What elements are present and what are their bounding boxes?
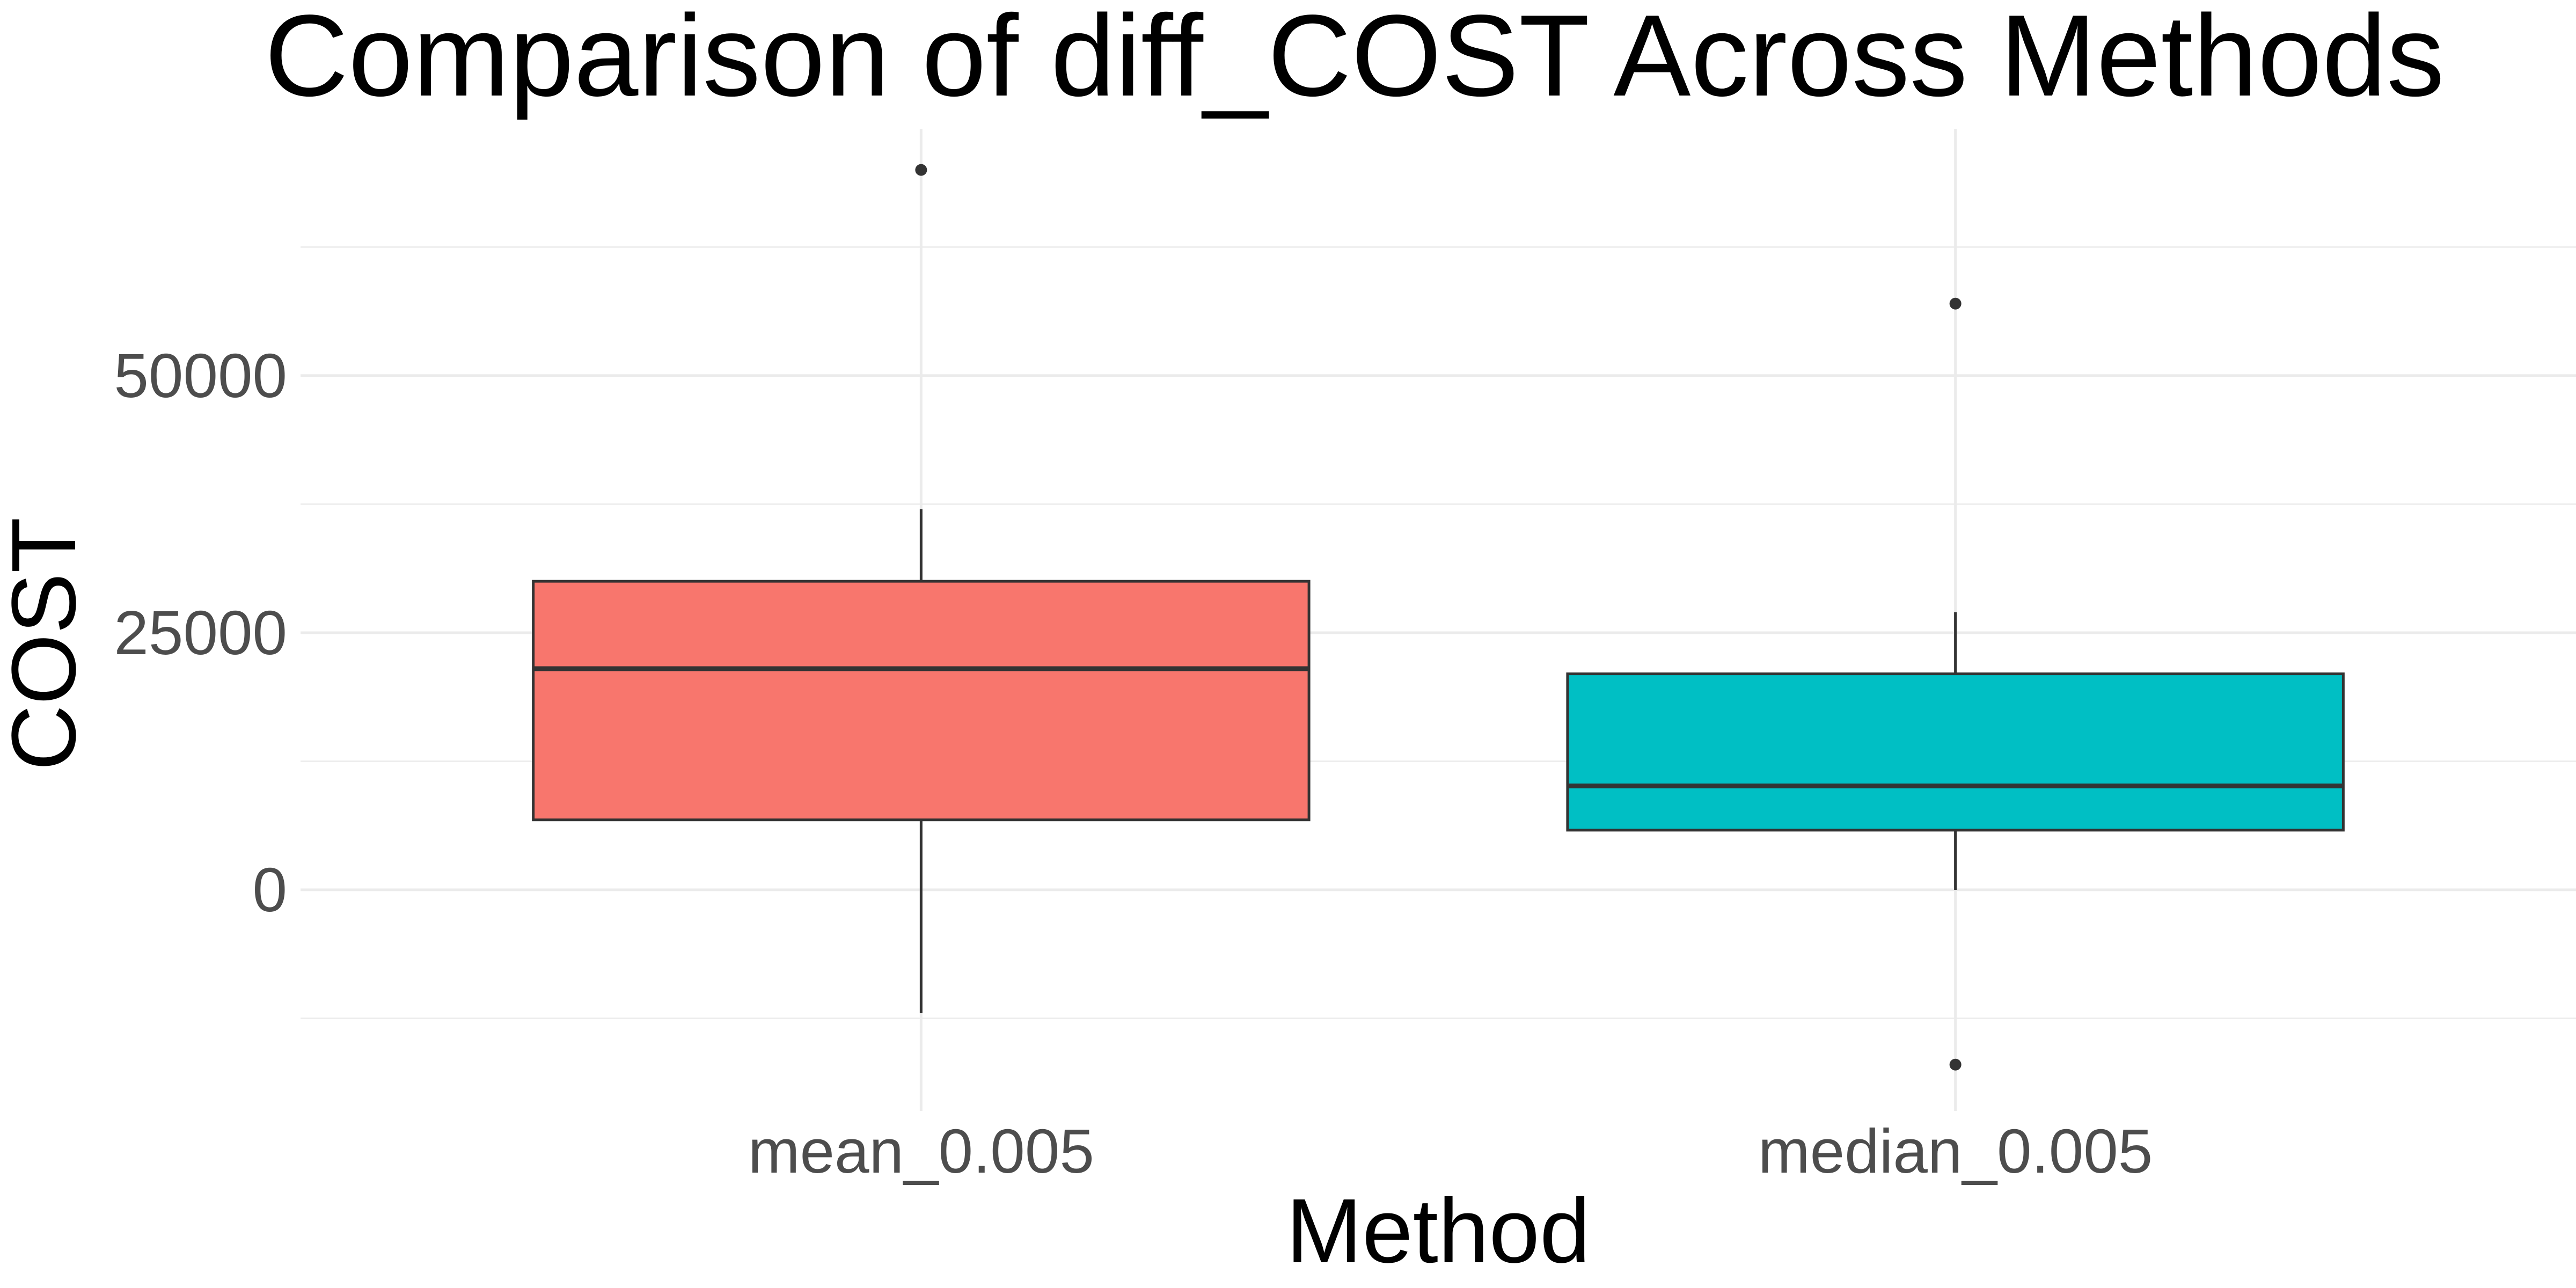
- chart-title: Comparison of diff_COST Across Methods: [265, 0, 2445, 120]
- y-tick-label: 0: [252, 855, 287, 925]
- outlier-point: [915, 164, 927, 176]
- x-axis-title: Method: [1286, 1180, 1590, 1282]
- iqr-box: [532, 580, 1311, 822]
- y-axis-title: COST: [0, 517, 95, 771]
- y-tick-label: 50000: [114, 341, 287, 411]
- y-tick-label: 25000: [114, 598, 287, 668]
- x-tick-labels: mean_0.005 median_0.005: [748, 1116, 2153, 1186]
- y-tick-labels: 0 25000 50000: [114, 341, 287, 925]
- outlier-point: [1949, 1058, 1962, 1071]
- box-mean_0.005: [532, 164, 1311, 1013]
- box-median_0.005: [1566, 297, 2345, 1071]
- outlier-point: [1949, 297, 1962, 310]
- box-layer: [532, 164, 2345, 1071]
- x-tick-label: median_0.005: [1758, 1116, 2153, 1186]
- iqr-box: [1566, 672, 2345, 832]
- x-tick-label: mean_0.005: [748, 1116, 1094, 1186]
